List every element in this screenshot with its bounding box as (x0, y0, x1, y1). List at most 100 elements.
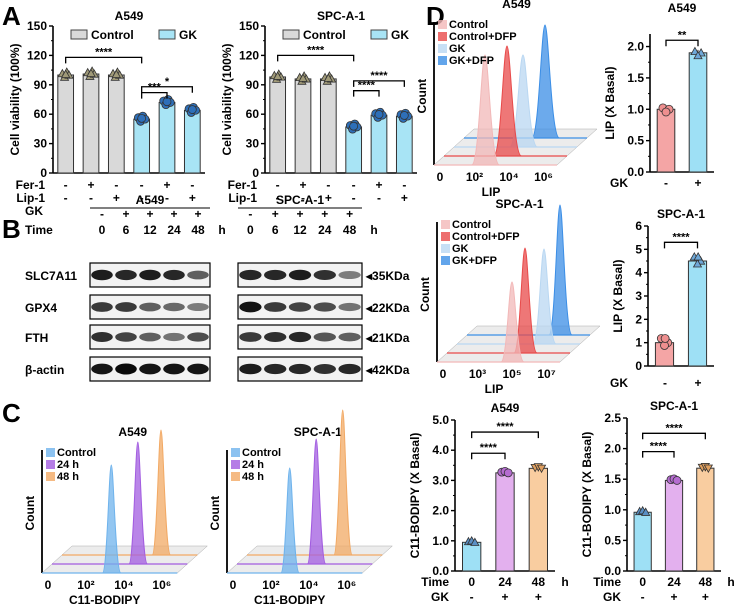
legend-label: GK (452, 243, 469, 255)
significance-label: **** (665, 422, 683, 434)
gk-sign: + (694, 176, 701, 190)
legend-label: Control (303, 28, 346, 42)
panel-label-c: C (2, 398, 21, 428)
bar (158, 101, 176, 174)
data-point (672, 476, 682, 485)
x-tick-label: 10² (466, 170, 483, 184)
legend-label: GK+DFP (452, 255, 497, 267)
blot-band (288, 269, 312, 281)
blot-band (91, 332, 113, 342)
significance-label: **** (480, 442, 498, 454)
gk-row-label: GK (25, 204, 43, 218)
x-tick-label: 10⁷ (537, 367, 555, 381)
y-tick-label: 30 (246, 137, 260, 151)
condition-sign: - (301, 191, 305, 205)
condition-sign: + (325, 191, 332, 205)
y-axis-label: C11-BODIPY (X Basal) (408, 433, 422, 559)
histogram-peak (151, 429, 172, 556)
kda-label: ◂35KDa (365, 269, 410, 283)
row-label: Lip-1 (16, 191, 45, 205)
y-tick-label: 0 (40, 166, 47, 180)
significance-bracket (642, 432, 706, 440)
data-point (272, 71, 283, 80)
condition-sign: - (377, 191, 381, 205)
blot-band (338, 271, 361, 279)
significance-label: ** (678, 29, 687, 41)
data-point (692, 258, 703, 268)
legend-swatch (441, 220, 450, 229)
x-axis-label: C11-BODIPY (69, 593, 140, 607)
legend-label: Control (452, 219, 491, 231)
blot-band (338, 302, 361, 312)
data-point (503, 468, 513, 478)
time-value: 48 (343, 223, 357, 237)
chart-title: A549 (115, 9, 144, 23)
blot-band (139, 269, 161, 281)
condition-sign: + (87, 178, 94, 192)
row-label: Time (593, 575, 621, 589)
chart-title: A549 (491, 401, 520, 415)
time-value: 0 (99, 223, 106, 237)
bar (462, 541, 482, 572)
bar (82, 73, 100, 174)
legend-label: Control (242, 447, 281, 459)
bar (133, 118, 151, 174)
blot-band (139, 302, 161, 312)
y-tick-label: 30 (34, 137, 48, 151)
y-tick-label: 1.0 (432, 534, 449, 548)
significance-label: *** (148, 82, 162, 94)
histogram-peak (532, 248, 557, 345)
time-value: 48 (191, 223, 205, 237)
significance-bracket (141, 91, 168, 99)
bar (107, 74, 125, 174)
condition-sign: - (89, 191, 93, 205)
bar (696, 467, 715, 572)
bar (294, 78, 312, 174)
data-point (323, 73, 334, 82)
time-value: 48 (699, 575, 713, 589)
legend-swatch (46, 460, 55, 469)
protein-label: FTH (25, 331, 48, 345)
gk-sign: + (535, 590, 542, 604)
row-label: Lip-1 (228, 191, 257, 205)
significance-bracket (65, 56, 143, 64)
x-tick-label: 10⁶ (337, 578, 356, 592)
y-tick-label: 6 (635, 219, 642, 233)
x-axis-label: C11-BODIPY (254, 593, 325, 607)
time-value: 6 (272, 223, 279, 237)
condition-sign: - (352, 191, 356, 205)
y-tick-label: 120 (27, 48, 47, 62)
significance-label: * (165, 76, 170, 88)
condition-sign: - (165, 191, 169, 205)
gk-sign: - (470, 590, 474, 604)
legend-label: GK (391, 28, 409, 42)
blot-band (187, 332, 209, 342)
y-tick-label: 1.5 (604, 472, 621, 486)
legend-label: 48 h (242, 471, 264, 483)
histogram-peak (280, 467, 300, 574)
blot-band (163, 302, 185, 312)
blot-band (115, 269, 137, 281)
bar (370, 114, 388, 174)
histogram-peak (548, 204, 573, 336)
blot-band (288, 302, 312, 312)
chart-D_A549_hist: A549 Count 0 10² 10⁴ 10⁶ LIP ControlControl+DFP… (415, 0, 598, 199)
y-tick-label: 0 (635, 359, 642, 373)
bar (319, 78, 337, 174)
gk-sign: + (122, 207, 129, 221)
histogram-peak (471, 54, 500, 166)
y-tick-label: 0 (252, 166, 259, 180)
legend-swatch (438, 44, 447, 53)
time-unit: h (561, 575, 568, 589)
blot-band (139, 363, 161, 375)
blot-band (288, 331, 312, 343)
y-tick-label: 150 (27, 19, 47, 33)
chart-title: SPC-A-1 (650, 399, 698, 413)
y-tick-label: 0.0 (604, 564, 621, 578)
condition-sign: + (189, 191, 196, 205)
y-tick-label: 5.0 (432, 413, 449, 427)
blot-band (313, 364, 336, 374)
blot-band (91, 363, 113, 375)
legend-swatch (231, 472, 240, 481)
gk-sign: + (670, 590, 677, 604)
